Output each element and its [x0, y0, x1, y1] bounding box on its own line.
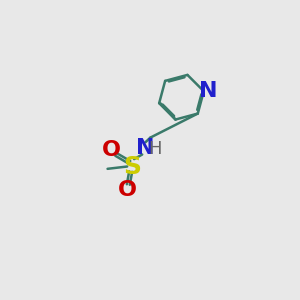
Text: O: O [101, 140, 121, 160]
Text: S: S [123, 154, 141, 178]
Text: O: O [118, 180, 137, 200]
Text: H: H [148, 140, 161, 158]
Text: N: N [136, 138, 154, 158]
Text: N: N [199, 81, 218, 101]
